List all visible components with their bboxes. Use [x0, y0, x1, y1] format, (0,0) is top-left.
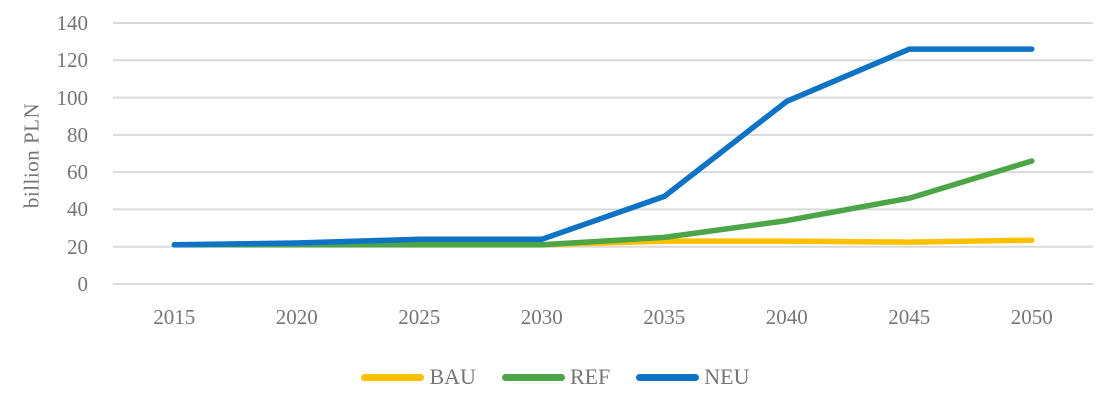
series-line-ref	[171, 158, 1035, 248]
y-tick-label-40: 40	[67, 197, 88, 222]
legend-label-ref: REF	[569, 364, 611, 389]
y-tick-label-100: 100	[56, 85, 89, 110]
legend-item-ref: REF	[501, 364, 611, 390]
neu-line-swatch	[636, 373, 700, 381]
y-tick-label-80: 80	[67, 122, 88, 147]
legend-item-neu: NEU	[636, 364, 750, 390]
legend-label-neu: NEU	[704, 364, 750, 389]
ref-line-swatch	[501, 373, 565, 381]
y-tick-label-0: 0	[77, 272, 89, 296]
legend: BAU REF NEU	[0, 364, 1111, 390]
bau-line-swatch	[361, 373, 425, 381]
y-tick-label-20: 20	[67, 234, 88, 259]
legend-item-bau: BAU	[361, 364, 476, 390]
x-tick-label-2025: 2025	[398, 305, 441, 329]
x-tick-label-2045: 2045	[888, 305, 931, 329]
x-tick-label-2050: 2050	[1010, 305, 1053, 329]
y-tick-label-120: 120	[56, 48, 89, 73]
x-tick-label-2015: 2015	[153, 305, 196, 329]
y-tick-label-60: 60	[67, 160, 88, 185]
y-tick-label-140: 140	[56, 11, 89, 35]
x-tick-label-2035: 2035	[643, 305, 686, 329]
x-tick-label-2030: 2030	[520, 305, 563, 329]
x-tick-label-2020: 2020	[275, 305, 318, 329]
x-tick-label-2040: 2040	[765, 305, 808, 329]
series-line-neu	[171, 46, 1035, 248]
legend-label-bau: BAU	[429, 364, 476, 389]
y-axis-title: billion PLN	[19, 102, 44, 209]
